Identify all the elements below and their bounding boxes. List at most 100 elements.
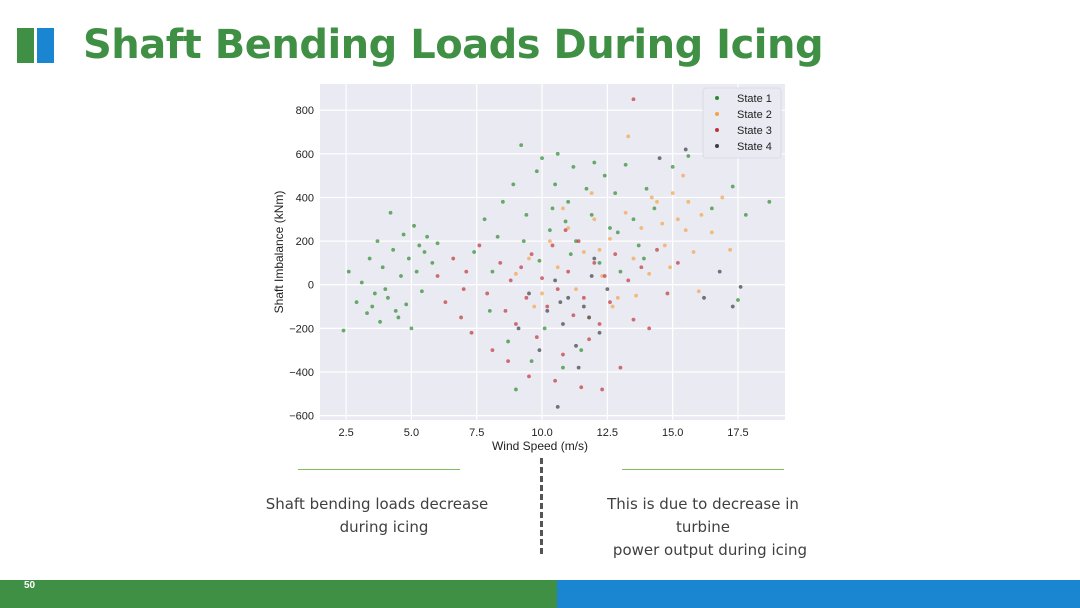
data-point <box>647 271 652 276</box>
data-point <box>487 309 492 313</box>
data-point <box>605 287 610 291</box>
legend-entry: State 4 <box>737 141 772 153</box>
data-point <box>581 295 586 300</box>
data-point <box>631 97 636 102</box>
data-point <box>561 365 565 370</box>
data-point <box>626 134 631 139</box>
data-point <box>514 322 518 326</box>
data-point <box>574 239 578 243</box>
scatter-chart-svg: 2.5 5.0 7.5 10.0 12.5 15.0 17.5 −600 −400 −200 0 2… <box>272 84 785 453</box>
y-tick-label: 600 <box>296 149 314 161</box>
data-point <box>498 261 503 265</box>
data-point <box>730 184 735 189</box>
data-point <box>597 247 602 252</box>
x-tick-labels: 2.5 5.0 7.5 10.0 12.5 15.0 17.5 <box>338 427 748 439</box>
data-point <box>534 169 539 174</box>
data-point <box>409 326 414 331</box>
legend-marker <box>715 96 719 100</box>
data-point <box>581 304 586 309</box>
data-point <box>550 206 555 211</box>
data-point <box>636 243 641 248</box>
legend-marker <box>715 112 719 116</box>
data-point <box>602 173 607 178</box>
data-point <box>514 387 518 392</box>
data-point <box>547 228 552 233</box>
data-point <box>683 228 688 233</box>
data-point <box>354 300 359 305</box>
data-point <box>592 160 597 165</box>
x-tick-label: 15.0 <box>662 427 683 439</box>
data-point <box>558 300 563 305</box>
data-point <box>422 250 427 254</box>
data-point <box>516 326 521 331</box>
series-state-3 <box>435 97 680 392</box>
data-point <box>589 213 594 217</box>
data-point <box>563 219 568 224</box>
data-point <box>472 250 477 254</box>
data-point <box>540 276 544 281</box>
data-point <box>490 348 495 353</box>
data-point <box>341 328 346 333</box>
data-point <box>461 287 466 291</box>
data-point <box>495 234 500 239</box>
data-point <box>555 265 560 270</box>
data-point <box>435 274 440 278</box>
data-point <box>571 165 576 169</box>
data-point <box>728 247 733 252</box>
data-point <box>681 173 686 178</box>
x-tick-label: 12.5 <box>597 427 618 439</box>
gridlines <box>320 84 785 420</box>
data-point <box>600 387 605 392</box>
data-point <box>571 313 576 318</box>
data-point <box>555 405 560 409</box>
scatter-chart: 2.5 5.0 7.5 10.0 12.5 15.0 17.5 −600 −400 −200 0 2… <box>265 82 795 458</box>
data-point <box>631 317 636 322</box>
right-caption-line-1: This is due to decrease in turbine <box>607 495 799 536</box>
data-point <box>365 311 369 315</box>
data-point <box>686 154 691 158</box>
left-caption-line-1: Shaft bending loads decrease <box>265 495 489 513</box>
data-point <box>717 269 722 274</box>
data-point <box>555 151 560 156</box>
data-point <box>675 261 680 265</box>
data-point <box>602 274 607 278</box>
data-point <box>393 309 398 313</box>
data-point <box>464 269 469 274</box>
data-point <box>652 206 657 211</box>
data-point <box>414 269 419 274</box>
data-point <box>743 213 748 217</box>
y-axis-label: Shaft Imbalance (kNm) <box>272 191 286 314</box>
logo-bar-blue <box>37 28 54 63</box>
data-point <box>537 258 542 263</box>
data-point <box>370 304 375 309</box>
data-point <box>566 199 571 204</box>
data-point <box>524 295 529 300</box>
data-point <box>367 256 372 261</box>
data-point <box>482 217 487 222</box>
data-point <box>477 243 482 248</box>
data-point <box>644 186 649 191</box>
data-point <box>649 195 654 200</box>
data-point <box>566 295 571 300</box>
data-point <box>597 322 602 326</box>
data-point <box>670 165 675 169</box>
data-point <box>738 285 743 289</box>
data-point <box>534 335 539 339</box>
data-point <box>683 147 688 152</box>
data-point <box>555 287 560 291</box>
data-point <box>506 359 510 363</box>
data-point <box>699 213 704 217</box>
data-point <box>634 293 638 298</box>
data-point <box>412 223 416 228</box>
legend-marker <box>715 144 719 148</box>
data-point <box>359 280 364 285</box>
data-point <box>592 261 597 265</box>
data-point <box>579 348 584 353</box>
data-point <box>597 330 602 335</box>
center-dashed-divider <box>540 458 543 554</box>
data-point <box>587 337 591 342</box>
left-caption-line-2: during icing <box>339 518 429 536</box>
data-point <box>696 289 701 294</box>
data-point <box>589 191 594 195</box>
data-point <box>720 195 725 200</box>
